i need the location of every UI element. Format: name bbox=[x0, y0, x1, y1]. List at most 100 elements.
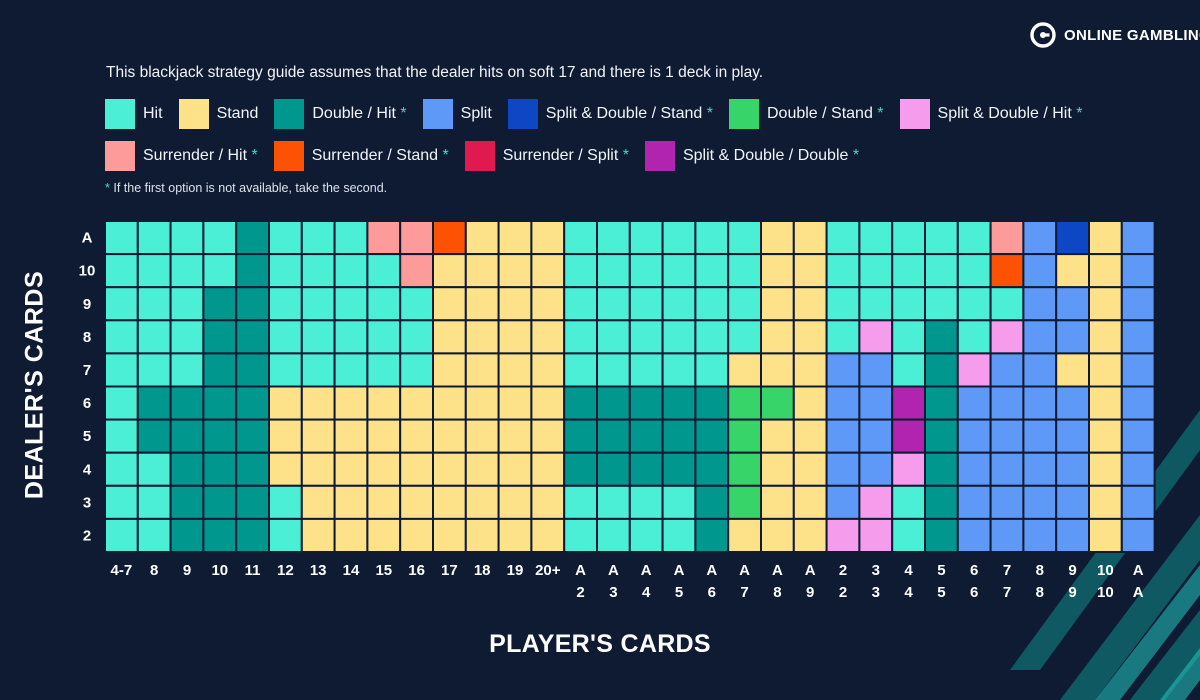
heatmap-cell bbox=[300, 418, 336, 454]
x-tick-label: A bbox=[608, 562, 619, 579]
heatmap-cell bbox=[235, 220, 270, 256]
x-tick-label: 10 bbox=[1097, 562, 1114, 579]
heatmap-cell bbox=[366, 220, 402, 256]
heatmap-cell bbox=[596, 286, 631, 322]
x-tick-label: A bbox=[805, 562, 816, 579]
heatmap-cell bbox=[432, 451, 467, 487]
heatmap-cell bbox=[628, 451, 664, 487]
y-tick-label: 4 bbox=[83, 461, 92, 478]
heatmap-cell bbox=[924, 385, 959, 421]
y-tick-label: 3 bbox=[83, 494, 91, 511]
heatmap-cell bbox=[989, 253, 1025, 289]
heatmap-cell bbox=[300, 385, 336, 421]
strategy-heatmap: A 10 9 8 7 6 5 4 3 2 4-7 8 9 10 11 12 13 14 15 16 17 18 19 20+ A… bbox=[79, 220, 1156, 600]
heatmap-cell bbox=[760, 286, 795, 322]
heatmap-cell bbox=[924, 319, 959, 355]
heatmap-cell bbox=[1088, 484, 1123, 520]
heatmap-cell bbox=[202, 451, 238, 487]
heatmap-cell bbox=[136, 385, 172, 421]
heatmap-cell bbox=[235, 451, 270, 487]
heatmap-cell bbox=[1055, 517, 1090, 554]
heatmap-cell bbox=[136, 451, 172, 487]
heatmap-cell bbox=[136, 319, 172, 355]
heatmap-cell bbox=[727, 220, 763, 256]
heatmap-cell bbox=[530, 220, 566, 256]
heatmap-cell bbox=[432, 352, 467, 388]
heatmap-cell bbox=[464, 220, 500, 256]
heatmap-cell bbox=[924, 517, 959, 554]
heatmap-cell bbox=[268, 385, 303, 421]
heatmap-cell bbox=[858, 319, 894, 355]
brand[interactable]: ONLINE GAMBLING bbox=[1030, 22, 1200, 48]
heatmap-cell bbox=[563, 451, 599, 487]
heatmap-cell bbox=[1088, 253, 1123, 289]
x-tick-label: 18 bbox=[474, 562, 491, 579]
heatmap-cell bbox=[300, 220, 336, 256]
x-tick-label: 10 bbox=[1097, 584, 1114, 600]
heatmap-cell bbox=[924, 451, 959, 487]
legend-item-pdh: Split & Double / Hit * bbox=[899, 99, 1082, 129]
heatmap-cell bbox=[727, 352, 763, 388]
legend-label: Surrender / Split * bbox=[502, 147, 629, 164]
heatmap-cell bbox=[136, 517, 172, 554]
x-tick-label: A bbox=[1133, 584, 1144, 600]
legend-swatch bbox=[507, 99, 538, 129]
heatmap-cell bbox=[432, 286, 467, 322]
y-tick-label: 10 bbox=[79, 263, 96, 280]
x-tick-label: 12 bbox=[277, 562, 294, 579]
legend-item-rp: Surrender / Split * bbox=[464, 141, 629, 171]
heatmap-cell bbox=[268, 418, 303, 454]
heatmap-cell bbox=[1120, 418, 1156, 454]
heatmap-cell bbox=[825, 484, 861, 520]
heatmap-cell bbox=[1088, 319, 1123, 355]
heatmap-cell bbox=[956, 517, 992, 554]
x-tick-label: 5 bbox=[937, 584, 945, 600]
legend-item-s: Stand bbox=[178, 99, 258, 129]
heatmap-cell bbox=[596, 484, 631, 520]
legend-row-2: Surrender / Hit * Surrender / Stand * Surr… bbox=[105, 141, 859, 171]
heatmap-cell bbox=[1022, 319, 1058, 355]
heatmap-cell bbox=[202, 286, 238, 322]
heatmap-cell bbox=[628, 484, 664, 520]
legend-asterisk: * bbox=[872, 105, 884, 122]
heatmap-cell bbox=[104, 220, 139, 256]
heatmap-cell bbox=[694, 319, 730, 355]
heatmap-cell bbox=[563, 484, 599, 520]
x-tick-label: A bbox=[1133, 562, 1144, 579]
x-tick-label: 7 bbox=[1003, 584, 1011, 600]
heatmap-cell bbox=[628, 220, 664, 256]
heatmap-cell bbox=[530, 352, 566, 388]
heatmap-cell bbox=[989, 352, 1025, 388]
x-tick-label: 20+ bbox=[535, 562, 561, 579]
heatmap-cell bbox=[661, 484, 697, 520]
y-tick-label: 2 bbox=[83, 528, 91, 545]
heatmap-cell bbox=[169, 517, 205, 554]
heatmap-cell bbox=[924, 484, 959, 520]
legend-asterisk: * bbox=[702, 105, 713, 122]
heatmap-cell bbox=[464, 253, 500, 289]
heatmap-cell bbox=[169, 253, 205, 289]
heatmap-cell bbox=[497, 253, 533, 289]
heatmap-cell bbox=[432, 484, 467, 520]
legend-item-pds: Split & Double / Stand * bbox=[507, 99, 713, 129]
legend-swatch bbox=[422, 99, 453, 129]
x-tick-label: A bbox=[575, 562, 586, 579]
x-tick-label: 8 bbox=[1036, 584, 1044, 600]
heatmap-cell bbox=[727, 418, 763, 454]
heatmap-cell bbox=[464, 319, 500, 355]
heatmap-cell bbox=[169, 286, 205, 322]
heatmap-cell bbox=[760, 220, 795, 256]
heatmap-cell bbox=[497, 352, 533, 388]
heatmap-cell bbox=[399, 484, 435, 520]
heatmap-cell bbox=[891, 385, 927, 421]
heatmap-cell bbox=[169, 220, 205, 256]
heatmap-cell bbox=[694, 220, 730, 256]
x-tick-label: A bbox=[772, 562, 783, 579]
heatmap-cell bbox=[399, 286, 435, 322]
heatmap-cell bbox=[136, 286, 172, 322]
heatmap-cell bbox=[268, 220, 303, 256]
heatmap-cell bbox=[169, 418, 205, 454]
heatmap-cell bbox=[268, 484, 303, 520]
x-tick-label: 10 bbox=[211, 562, 228, 579]
legend-swatch bbox=[178, 99, 209, 129]
